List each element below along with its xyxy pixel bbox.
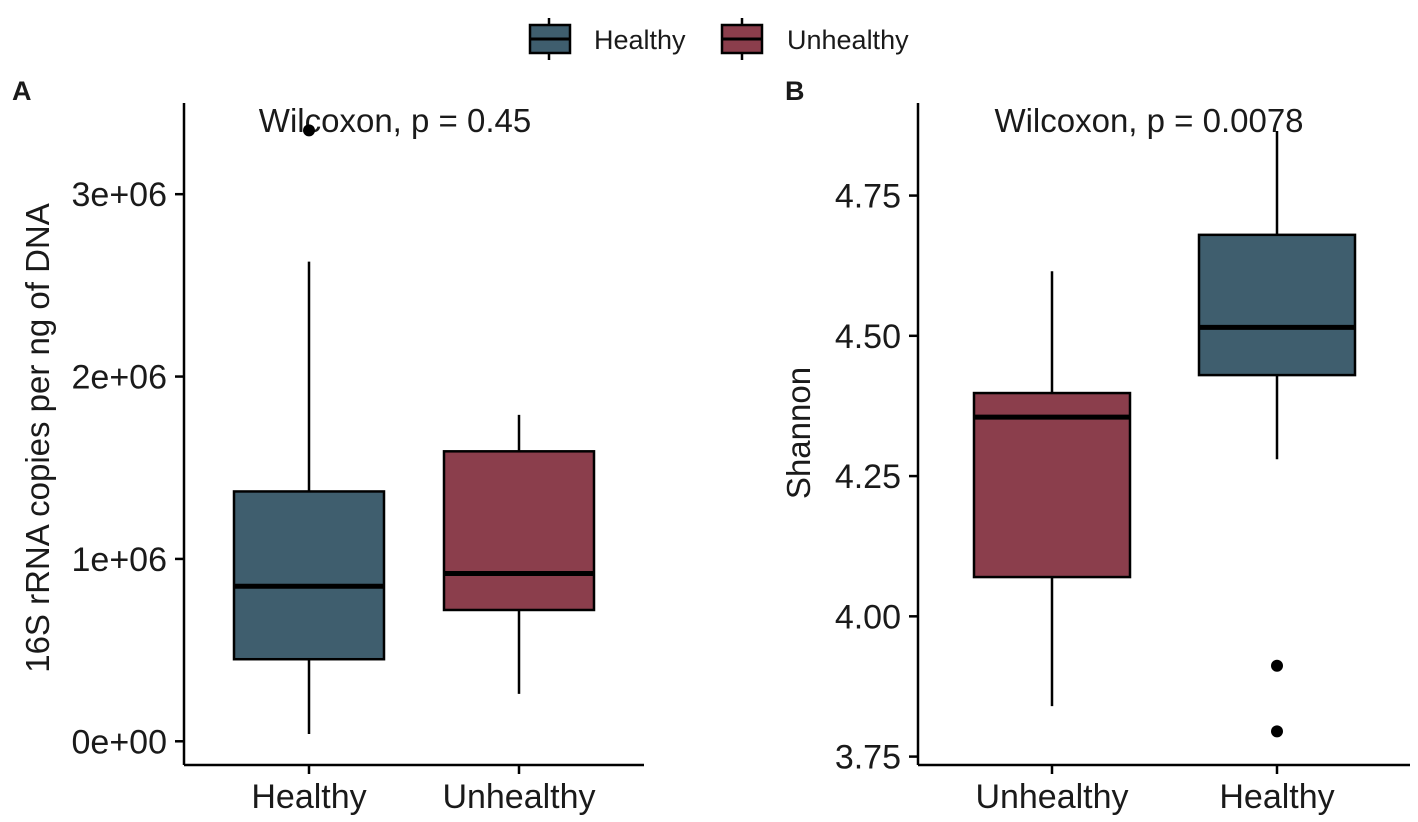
x-tick-label: Unhealthy [442,778,595,816]
panel-a-y-axis-title: 16S rRNA copies per ng of DNA [19,203,56,673]
y-tick-label: 4.00 [835,598,901,636]
panel-a-plot: 0e+00 1e+06 2e+06 3e+06 Healthy Unhealthy [72,103,644,816]
panel-b-y-axis-title: Shannon [780,367,817,499]
x-tick-label: Healthy [1219,778,1334,816]
y-tick-label: 2e+06 [72,359,168,397]
y-tick-label: 4.25 [835,458,901,496]
outlier-point-healthy [1271,659,1283,672]
outlier-point-healthy [1271,725,1283,738]
x-tick-label: Healthy [251,778,366,816]
y-tick-label: 1e+06 [72,541,168,579]
panel-b-test-annotation: Wilcoxon, p = 0.0078 [994,102,1303,139]
box-unhealthy [972,391,1132,579]
y-tick-label: 0e+00 [72,723,168,761]
legend-label-healthy: Healthy [594,25,686,55]
box-healthy [232,490,386,661]
box-unhealthy [442,450,596,612]
outlier-point-healthy [303,124,315,137]
panel-label-b: B [785,76,805,106]
panel-label-a: A [12,76,32,106]
legend-label-unhealthy: Unhealthy [787,25,909,55]
y-tick-label: 4.75 [835,178,901,216]
legend: Healthy Unhealthy [528,18,909,60]
y-tick-label: 3.75 [835,739,901,777]
box-healthy [1197,233,1357,377]
y-tick-label: 4.50 [835,318,901,356]
panel-a-test-annotation: Wilcoxon, p = 0.45 [259,102,531,139]
x-tick-label: Unhealthy [975,778,1128,816]
y-tick-label: 3e+06 [72,176,168,214]
panel-b-plot: 3.75 4.00 4.25 4.50 4.75 Unhealthy Healthy [835,103,1410,816]
